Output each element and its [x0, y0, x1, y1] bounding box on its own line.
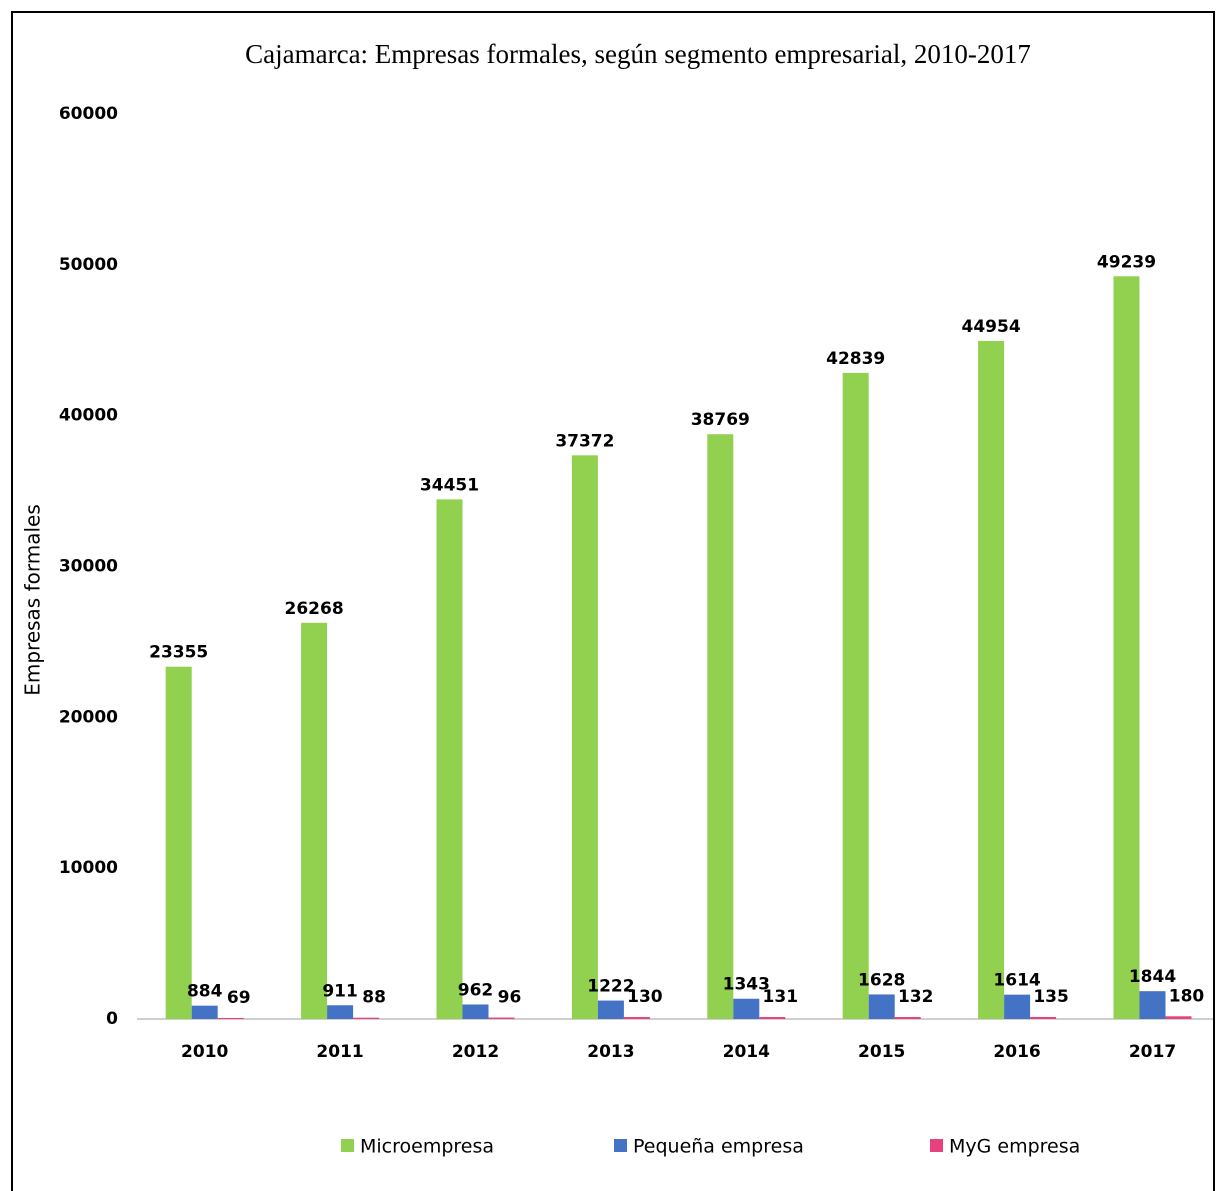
bar [436, 499, 463, 1019]
frame [11, 11, 1215, 1191]
bar [327, 1005, 354, 1019]
bar [1004, 994, 1031, 1019]
bar [165, 666, 192, 1019]
value-label: 1844 [1129, 967, 1176, 987]
x-tick-label: 2013 [587, 1042, 634, 1062]
value-label: 42839 [826, 349, 885, 369]
bar [623, 1017, 650, 1019]
legend-label: Microempresa [360, 1136, 494, 1158]
value-label: 49239 [1097, 252, 1156, 272]
value-label: 962 [458, 980, 494, 1000]
bar [191, 1005, 218, 1019]
bar [1139, 991, 1166, 1019]
value-label: 96 [498, 988, 522, 1008]
bar [868, 994, 895, 1019]
value-label: 135 [1033, 987, 1069, 1007]
chart-title: Cajamarca: Empresas formales, según segm… [245, 39, 1031, 69]
y-tick-label: 10000 [59, 858, 118, 878]
legend-swatch [614, 1139, 627, 1152]
x-tick-label: 2017 [1129, 1042, 1176, 1062]
value-label: 38769 [691, 410, 750, 430]
bar [597, 1000, 624, 1019]
bar [894, 1017, 921, 1019]
bar [301, 622, 328, 1019]
value-label: 911 [322, 981, 358, 1001]
legend-swatch [930, 1139, 943, 1152]
y-axis-label: Empresas formales [21, 504, 45, 696]
value-label: 1222 [587, 977, 634, 997]
x-tick-label: 2016 [993, 1042, 1040, 1062]
y-tick-label: 30000 [59, 557, 118, 577]
x-tick-label: 2015 [858, 1042, 905, 1062]
legend-label: Pequeña empresa [633, 1136, 804, 1158]
bar [978, 340, 1005, 1019]
y-tick-label: 40000 [59, 406, 118, 426]
bar [733, 998, 760, 1019]
value-label: 1628 [858, 970, 905, 990]
value-label: 180 [1169, 986, 1205, 1006]
value-label: 130 [627, 987, 663, 1007]
bar [462, 1004, 489, 1019]
bar [488, 1017, 515, 1019]
bar [353, 1017, 380, 1019]
x-tick-label: 2012 [452, 1042, 499, 1062]
value-label: 26268 [285, 599, 344, 619]
value-label: 37372 [555, 431, 614, 451]
bar [1113, 276, 1140, 1019]
bar [842, 372, 869, 1019]
legend-label: MyG empresa [949, 1136, 1080, 1158]
value-label: 131 [763, 987, 799, 1007]
value-label: 1343 [723, 975, 770, 995]
x-tick-label: 2014 [723, 1042, 770, 1062]
value-label: 44954 [962, 317, 1021, 337]
value-label: 69 [227, 988, 251, 1008]
bar [217, 1017, 244, 1019]
value-label: 132 [898, 987, 934, 1007]
value-label: 884 [187, 982, 223, 1002]
x-tick-label: 2010 [181, 1042, 228, 1062]
y-tick-label: 0 [106, 1009, 118, 1029]
value-label: 88 [362, 988, 386, 1008]
y-tick-label: 60000 [59, 104, 118, 124]
bar [759, 1017, 786, 1019]
value-label: 1614 [993, 971, 1040, 991]
value-label: 34451 [420, 475, 479, 495]
x-tick-label: 2011 [316, 1042, 363, 1062]
bar [707, 434, 734, 1019]
legend-swatch [341, 1139, 354, 1152]
y-tick-label: 50000 [59, 255, 118, 275]
y-tick-label: 20000 [59, 707, 118, 727]
value-label: 23355 [149, 643, 208, 663]
bar [1030, 1016, 1057, 1019]
bar [571, 455, 598, 1019]
bar [1165, 1016, 1192, 1019]
